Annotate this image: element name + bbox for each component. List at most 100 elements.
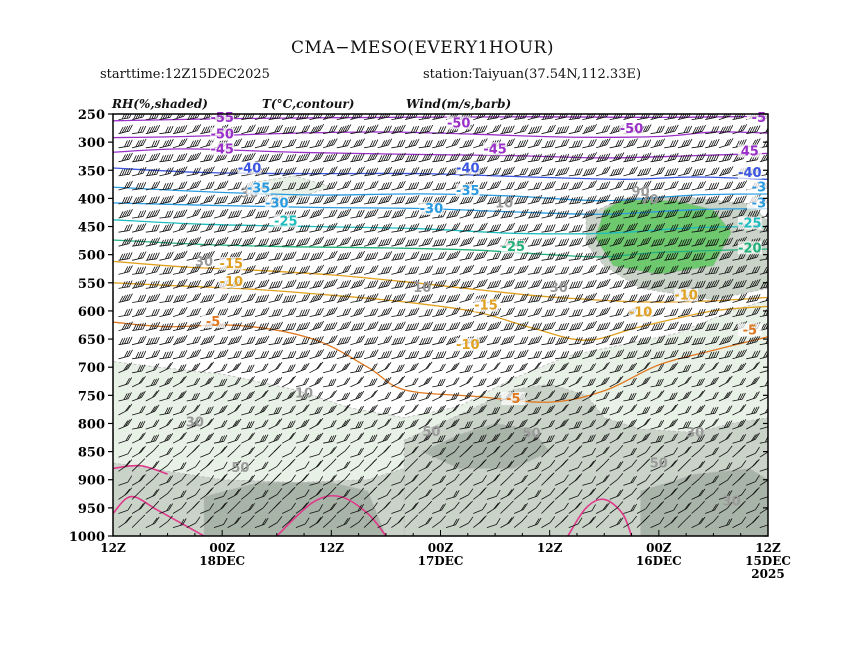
wind-barb-feather (647, 124, 652, 132)
wind-barb-feather (401, 114, 405, 119)
wind-barb-feather (667, 126, 672, 133)
wind-barb-feather (285, 126, 290, 134)
wind-barb (391, 124, 406, 135)
wind-barb-feather (503, 168, 508, 176)
wind-barb-feather (331, 153, 336, 161)
wind-barb-feather (156, 124, 161, 132)
wind-barb-feather (246, 125, 252, 133)
wind-barb-feather (383, 154, 388, 161)
wind-barb-feather (271, 114, 276, 120)
wind-barb-feather (388, 153, 392, 161)
wind-barb-feather (617, 167, 622, 175)
wind-barb-feather (276, 153, 281, 161)
wind-barb-feather (178, 154, 183, 161)
wind-barb-feather (460, 154, 465, 162)
wind-barb-feather (697, 154, 702, 161)
wind-barb-feather (658, 154, 663, 161)
wind-barb-feather (710, 126, 715, 134)
wind-barb-feather (551, 124, 556, 132)
wind-barb-feather (647, 139, 652, 147)
wind-barb-shaft (282, 159, 294, 163)
wind-barb-feather (306, 153, 311, 160)
wind-barb-feather (292, 153, 297, 161)
wind-barb-shaft (377, 159, 389, 163)
wind-barb-feather (326, 154, 331, 162)
wind-barb-shaft (227, 159, 239, 163)
wind-barb-feather (251, 124, 256, 132)
wind-barb-feather (244, 154, 249, 162)
wind-barb (514, 114, 528, 120)
wind-barb-feather (556, 169, 561, 176)
wind-barb-feather (312, 126, 318, 133)
wind-barb (336, 152, 352, 163)
wind-barb (118, 167, 133, 177)
wind-barb-feather (574, 140, 578, 148)
wind-barb-shaft (132, 159, 144, 163)
wind-barb-shaft (377, 144, 389, 149)
wind-barb-feather (642, 114, 646, 119)
wind-barb-feather (176, 168, 181, 176)
wind-barb-feather (601, 139, 606, 147)
wind-barb (363, 124, 379, 135)
wind-barb-feather (770, 265, 774, 271)
wind-barb-feather (501, 169, 506, 176)
wind-barb-shaft (159, 160, 171, 163)
wind-barb-feather (569, 155, 574, 162)
wind-barb-feather (547, 168, 551, 176)
wind-barb-feather (508, 153, 513, 161)
wind-barb-feather (674, 167, 679, 175)
legend-wind: Wind(m/s,barb) (406, 97, 512, 111)
wind-barb-feather (328, 154, 333, 161)
wind-barb (309, 123, 325, 135)
wind-barb-feather (674, 114, 678, 119)
temperature-contour-m35 (113, 186, 768, 202)
wind-barb-shaft (350, 159, 362, 163)
wind-barb-feather (233, 167, 238, 175)
wind-barb-feather (588, 114, 592, 119)
wind-barb-feather (597, 155, 601, 162)
wind-barb-shaft (568, 117, 580, 120)
wind-barb-feather (438, 154, 442, 162)
wind-barb-feather (531, 168, 536, 176)
wind-barb-feather (667, 154, 672, 162)
wind-barb (295, 124, 311, 135)
wind-barb-feather (610, 169, 615, 176)
wind-barb-shaft (432, 173, 444, 177)
wind-barb-feather (451, 139, 456, 147)
wind-barb-feather (612, 126, 618, 133)
wind-barb-shaft (364, 173, 375, 177)
wind-barb-feather (587, 125, 593, 133)
wind-barb (664, 152, 679, 163)
wind-barb-feather (383, 167, 388, 175)
wind-barb-feather (394, 114, 398, 120)
wind-barb (623, 153, 638, 163)
wind-barb (677, 138, 693, 149)
wind-barb-feather (549, 153, 554, 161)
wind-barb-feather (613, 168, 617, 176)
wind-barb-feather (713, 154, 717, 161)
wind-barb-feather (678, 155, 683, 162)
wind-barb (705, 138, 720, 149)
wind-barb-shaft (145, 145, 157, 149)
wind-barb-shaft (418, 174, 430, 177)
wind-barb-feather (422, 114, 426, 120)
wind-barb-shaft (555, 159, 567, 163)
wind-barb-shaft (336, 173, 348, 177)
wind-barb-shaft (391, 117, 403, 120)
wind-barb-feather (672, 125, 677, 132)
wind-barb-feather (192, 153, 197, 161)
wind-barb-feather (503, 126, 508, 134)
wind-barb-feather (701, 152, 706, 160)
wind-barb-shaft (145, 117, 157, 120)
wind-barb-feather (599, 140, 604, 147)
wind-barb (322, 166, 338, 177)
wind-barb-feather (238, 153, 242, 161)
wind-barb-feather (713, 139, 718, 147)
wind-barb-shaft (295, 174, 307, 177)
wind-barb-feather (206, 154, 210, 161)
wind-barb-feather (492, 125, 497, 133)
wind-barb-feather (194, 152, 199, 160)
wind-barb-feather (624, 155, 629, 162)
wind-barb-feather (401, 167, 406, 175)
wind-barb-feather (549, 114, 553, 119)
